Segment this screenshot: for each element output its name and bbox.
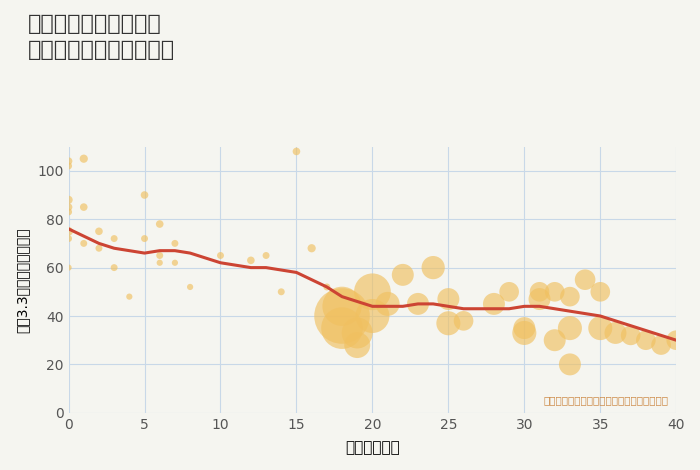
Point	[428, 264, 439, 271]
Point	[595, 324, 606, 332]
Point	[655, 341, 666, 349]
Point	[93, 227, 104, 235]
Point	[108, 264, 120, 271]
Point	[549, 288, 560, 296]
Point	[78, 204, 90, 211]
Point	[63, 264, 74, 271]
Point	[169, 259, 181, 266]
Point	[412, 300, 423, 308]
Point	[124, 293, 135, 300]
Point	[443, 295, 454, 303]
Text: 千葉県柏市大津ヶ丘の
築年数別中古戸建て価格: 千葉県柏市大津ヶ丘の 築年数別中古戸建て価格	[28, 14, 175, 61]
Point	[63, 208, 74, 216]
Point	[154, 252, 165, 259]
Point	[397, 271, 408, 279]
Point	[139, 235, 150, 243]
Point	[564, 324, 575, 332]
Point	[489, 300, 500, 308]
Point	[519, 324, 530, 332]
Text: 円の大きさは、取引のあった物件面積を示す: 円の大きさは、取引のあった物件面積を示す	[544, 396, 668, 406]
Point	[595, 288, 606, 296]
Point	[63, 157, 74, 165]
Point	[337, 324, 348, 332]
X-axis label: 築年数（年）: 築年数（年）	[345, 440, 400, 455]
Point	[260, 252, 272, 259]
Point	[549, 337, 560, 344]
Point	[154, 259, 165, 266]
Point	[610, 329, 621, 337]
Point	[139, 191, 150, 199]
Point	[382, 300, 393, 308]
Point	[154, 220, 165, 228]
Point	[625, 332, 636, 339]
Point	[337, 312, 348, 320]
Point	[78, 155, 90, 163]
Point	[63, 204, 74, 211]
Point	[640, 337, 652, 344]
Point	[564, 360, 575, 368]
Point	[63, 227, 74, 235]
Point	[185, 283, 196, 291]
Point	[63, 196, 74, 204]
Point	[337, 303, 348, 310]
Point	[671, 337, 682, 344]
Point	[169, 240, 181, 247]
Point	[108, 235, 120, 243]
Point	[367, 288, 378, 296]
Point	[78, 240, 90, 247]
Point	[321, 283, 332, 291]
Point	[503, 288, 514, 296]
Point	[351, 341, 363, 349]
Point	[93, 244, 104, 252]
Point	[534, 295, 545, 303]
Y-axis label: 坪（3.3㎡）単価（万円）: 坪（3.3㎡）単価（万円）	[15, 227, 29, 332]
Point	[290, 148, 302, 155]
Point	[367, 312, 378, 320]
Point	[63, 162, 74, 170]
Point	[215, 252, 226, 259]
Point	[458, 317, 469, 325]
Point	[519, 329, 530, 337]
Point	[564, 293, 575, 300]
Point	[443, 320, 454, 327]
Point	[306, 244, 317, 252]
Point	[63, 235, 74, 243]
Point	[276, 288, 287, 296]
Point	[580, 276, 591, 283]
Point	[534, 288, 545, 296]
Point	[245, 257, 256, 264]
Point	[351, 329, 363, 337]
